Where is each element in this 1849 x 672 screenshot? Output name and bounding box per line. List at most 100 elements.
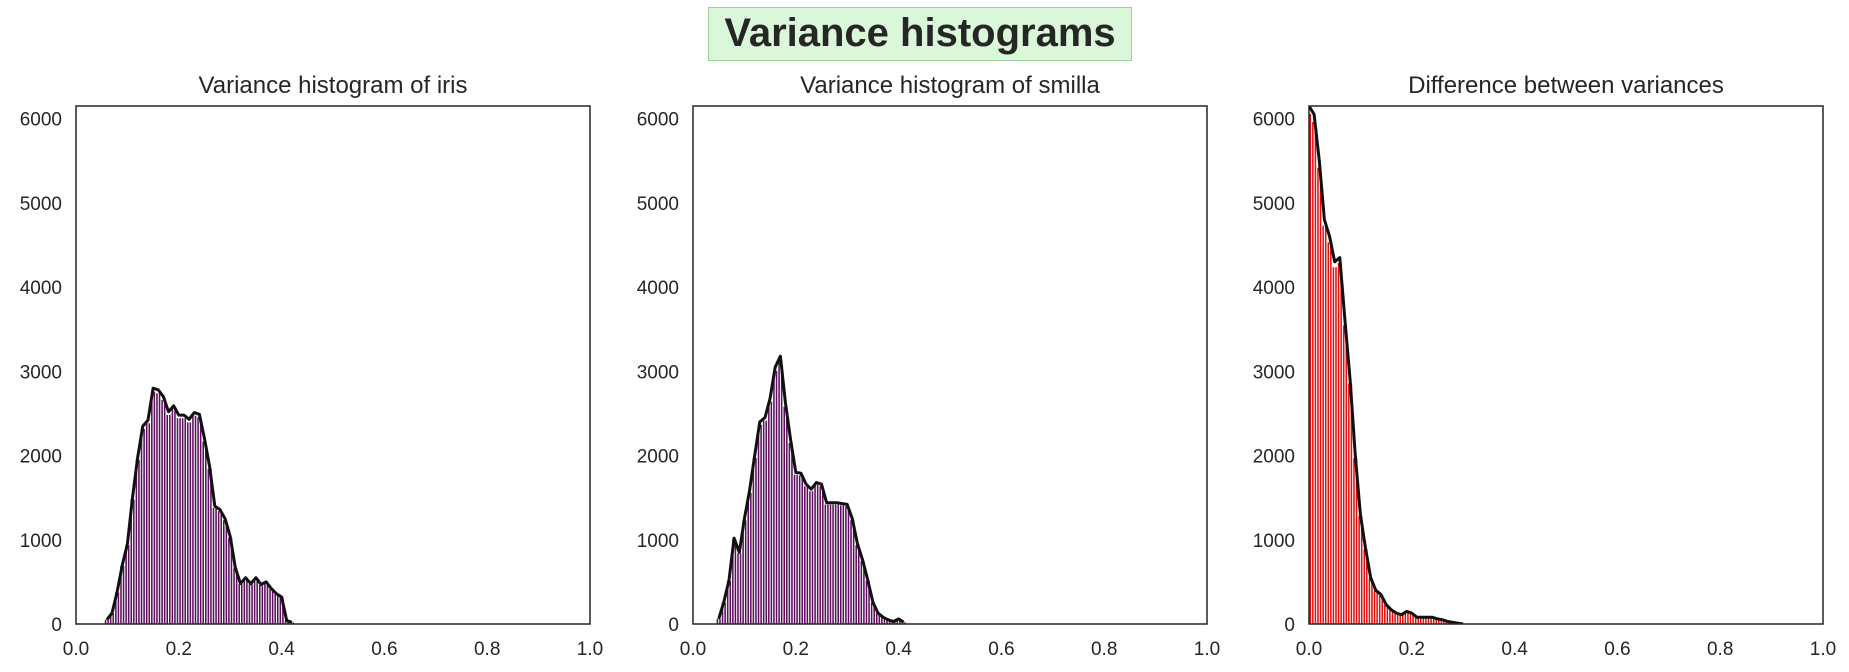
histogram-bar bbox=[1327, 242, 1330, 624]
histogram-bar bbox=[176, 418, 179, 624]
histogram-bar bbox=[274, 594, 276, 624]
histogram-bar bbox=[1363, 549, 1366, 624]
histogram-bar bbox=[760, 424, 762, 624]
histogram-bar bbox=[819, 486, 821, 624]
histogram-bar bbox=[223, 520, 225, 624]
y-tick-label: 6000 bbox=[1253, 110, 1295, 131]
histogram-bar bbox=[1309, 113, 1312, 624]
histogram-bar bbox=[842, 505, 845, 624]
histogram-bar bbox=[788, 443, 791, 624]
histogram-bar bbox=[780, 360, 783, 624]
histogram-bar bbox=[248, 584, 251, 624]
histogram-bar bbox=[104, 619, 107, 624]
histogram-bar bbox=[148, 423, 151, 624]
histogram-bar bbox=[156, 393, 158, 624]
histogram-bar bbox=[1409, 613, 1412, 624]
histogram-bar bbox=[169, 414, 171, 624]
histogram-bar bbox=[896, 619, 899, 624]
histogram-bar bbox=[215, 507, 217, 624]
x-tick-label: 0.6 bbox=[988, 639, 1014, 660]
histogram-bar bbox=[1350, 383, 1353, 624]
histogram-bar bbox=[878, 613, 881, 624]
histogram-bar bbox=[791, 443, 793, 624]
histogram-bar bbox=[865, 580, 868, 624]
histogram-bar bbox=[886, 619, 888, 624]
histogram-bar bbox=[832, 504, 834, 624]
histogram-bar bbox=[264, 582, 266, 624]
histogram-bar bbox=[1399, 614, 1402, 624]
histogram-bar bbox=[783, 406, 786, 624]
histogram-bar bbox=[194, 415, 197, 624]
histogram-bar bbox=[228, 537, 230, 624]
histogram-bar bbox=[796, 474, 798, 624]
y-tick-label: 6000 bbox=[637, 110, 679, 131]
histogram-bar bbox=[855, 545, 857, 624]
histogram-bar bbox=[742, 520, 744, 624]
histogram-bar bbox=[773, 370, 775, 624]
histogram-bar bbox=[1319, 167, 1322, 624]
histogram-bar bbox=[893, 621, 896, 624]
histogram-bar bbox=[845, 506, 847, 624]
histogram-bar bbox=[135, 459, 138, 624]
histogram-bar bbox=[824, 504, 827, 624]
histogram-bar bbox=[1440, 619, 1443, 624]
histogram-bar bbox=[883, 617, 886, 624]
histogram-bar bbox=[133, 499, 135, 624]
histogram-bar bbox=[212, 507, 215, 624]
y-tick-label: 2000 bbox=[637, 447, 679, 468]
histogram-bar bbox=[798, 475, 801, 624]
histogram-bar bbox=[744, 520, 747, 624]
plot-area bbox=[716, 354, 906, 624]
chart-panel-1: Variance histogram of iris 0.0 0.2 0.4 0.6 0.… bbox=[20, 72, 603, 660]
histogram-bar bbox=[205, 441, 207, 624]
histogram-bar bbox=[829, 504, 832, 624]
histogram-bar bbox=[199, 417, 202, 624]
histogram-bar bbox=[1443, 619, 1445, 624]
histogram-bar bbox=[138, 459, 140, 624]
histogram-bar bbox=[1371, 578, 1373, 624]
histogram-bar bbox=[189, 422, 192, 624]
histogram-bar bbox=[814, 484, 816, 624]
histogram-bar bbox=[870, 602, 873, 624]
y-tick-label: 2000 bbox=[20, 447, 62, 468]
histogram-bar bbox=[187, 422, 189, 624]
histogram-bar bbox=[811, 491, 814, 624]
histogram-bar bbox=[130, 499, 133, 624]
x-tick-label: 0.6 bbox=[1604, 639, 1630, 660]
histogram-bar bbox=[1330, 242, 1332, 624]
histogram-bar bbox=[739, 553, 742, 624]
plot-frame bbox=[75, 105, 591, 625]
y-tick-label: 5000 bbox=[637, 194, 679, 215]
histogram-bar bbox=[868, 580, 870, 624]
chart-panel-3: Difference between variances 0.0 0.2 0.4 0.6… bbox=[1253, 72, 1836, 660]
histogram-bar bbox=[1314, 122, 1317, 624]
histogram-bar bbox=[732, 539, 734, 624]
histogram-bar bbox=[757, 424, 760, 624]
histogram-bar bbox=[840, 505, 842, 624]
histogram-bar bbox=[729, 580, 732, 624]
histogram-bar bbox=[143, 429, 145, 624]
histogram-bar bbox=[145, 423, 148, 624]
histogram-bar bbox=[755, 458, 757, 624]
histogram-bar bbox=[240, 584, 243, 624]
histogram-bar bbox=[778, 360, 780, 624]
chart-panel-2: Variance histogram of smilla 0.0 0.2 0.4 0.6… bbox=[637, 72, 1220, 660]
histogram-bar bbox=[1337, 263, 1340, 624]
y-tick-label: 3000 bbox=[20, 362, 62, 383]
histogram-bar bbox=[1414, 617, 1417, 624]
histogram-bar bbox=[726, 580, 729, 624]
histogram-bar bbox=[1345, 325, 1348, 624]
y-tick-label: 0 bbox=[1284, 615, 1295, 636]
histogram-bar bbox=[1438, 619, 1440, 624]
histogram-bar bbox=[163, 399, 166, 624]
y-tick-label: 0 bbox=[51, 615, 62, 636]
histogram-bar bbox=[210, 468, 212, 624]
histogram-bar bbox=[752, 458, 755, 624]
histogram-bar bbox=[1445, 621, 1448, 624]
histogram-bar bbox=[850, 520, 852, 624]
x-tick-label: 1.0 bbox=[577, 639, 603, 660]
histogram-bar bbox=[860, 560, 863, 624]
histogram-bar bbox=[1373, 590, 1376, 624]
histogram-bar bbox=[904, 622, 906, 624]
histogram-bar bbox=[1394, 613, 1396, 624]
